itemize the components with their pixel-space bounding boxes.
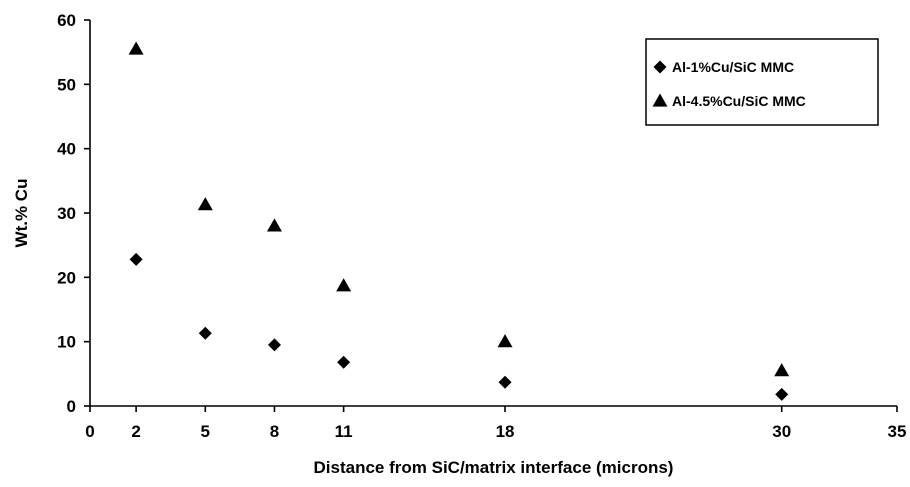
legend-box [645, 38, 879, 126]
x-tick-label: 0 [85, 422, 94, 441]
diamond-point [129, 252, 143, 266]
x-tick-label: 2 [131, 422, 140, 441]
legend-marker-triangle [652, 93, 668, 107]
x-tick-label: 5 [201, 422, 210, 441]
x-tick-label: 35 [888, 422, 907, 441]
triangle-point [197, 197, 213, 211]
y-tick-label: 60 [57, 11, 76, 30]
legend-marker-diamond [653, 60, 667, 74]
legend-label: Al-4.5%Cu/SiC MMC [672, 93, 806, 109]
tick-labels: 0 10 20 30 40 50 60 0 2 5 8 11 18 30 35 [57, 11, 906, 441]
y-tick-label: 10 [57, 333, 76, 352]
triangle-point [128, 41, 144, 55]
y-tick-label: 50 [57, 75, 76, 94]
legend-label: Al-1%Cu/SiC MMC [672, 59, 794, 75]
y-axis-title: Wt.% Cu [12, 179, 31, 248]
x-tick-label: 11 [335, 422, 353, 441]
data-points [128, 41, 790, 401]
diamond-point [267, 338, 281, 352]
y-tick-label: 30 [57, 204, 76, 223]
diamond-point [498, 375, 512, 389]
diamond-point [198, 326, 212, 340]
diamond-point [337, 355, 351, 369]
x-axis-title: Distance from SiC/matrix interface (micr… [314, 458, 674, 477]
y-tick-label: 20 [57, 268, 76, 287]
y-tick-label: 0 [67, 397, 76, 416]
triangle-point [497, 334, 513, 348]
y-tick-label: 40 [57, 140, 76, 159]
tick-marks [84, 19, 898, 412]
legend: Al-1%Cu/SiC MMC Al-4.5%Cu/SiC MMC [645, 38, 879, 126]
x-tick-label: 30 [772, 422, 791, 441]
triangle-point [336, 278, 352, 292]
triangle-point [266, 218, 282, 232]
diamond-point [775, 387, 789, 401]
triangle-point [774, 363, 790, 377]
x-tick-label: 8 [270, 422, 279, 441]
x-tick-label: 18 [496, 422, 515, 441]
